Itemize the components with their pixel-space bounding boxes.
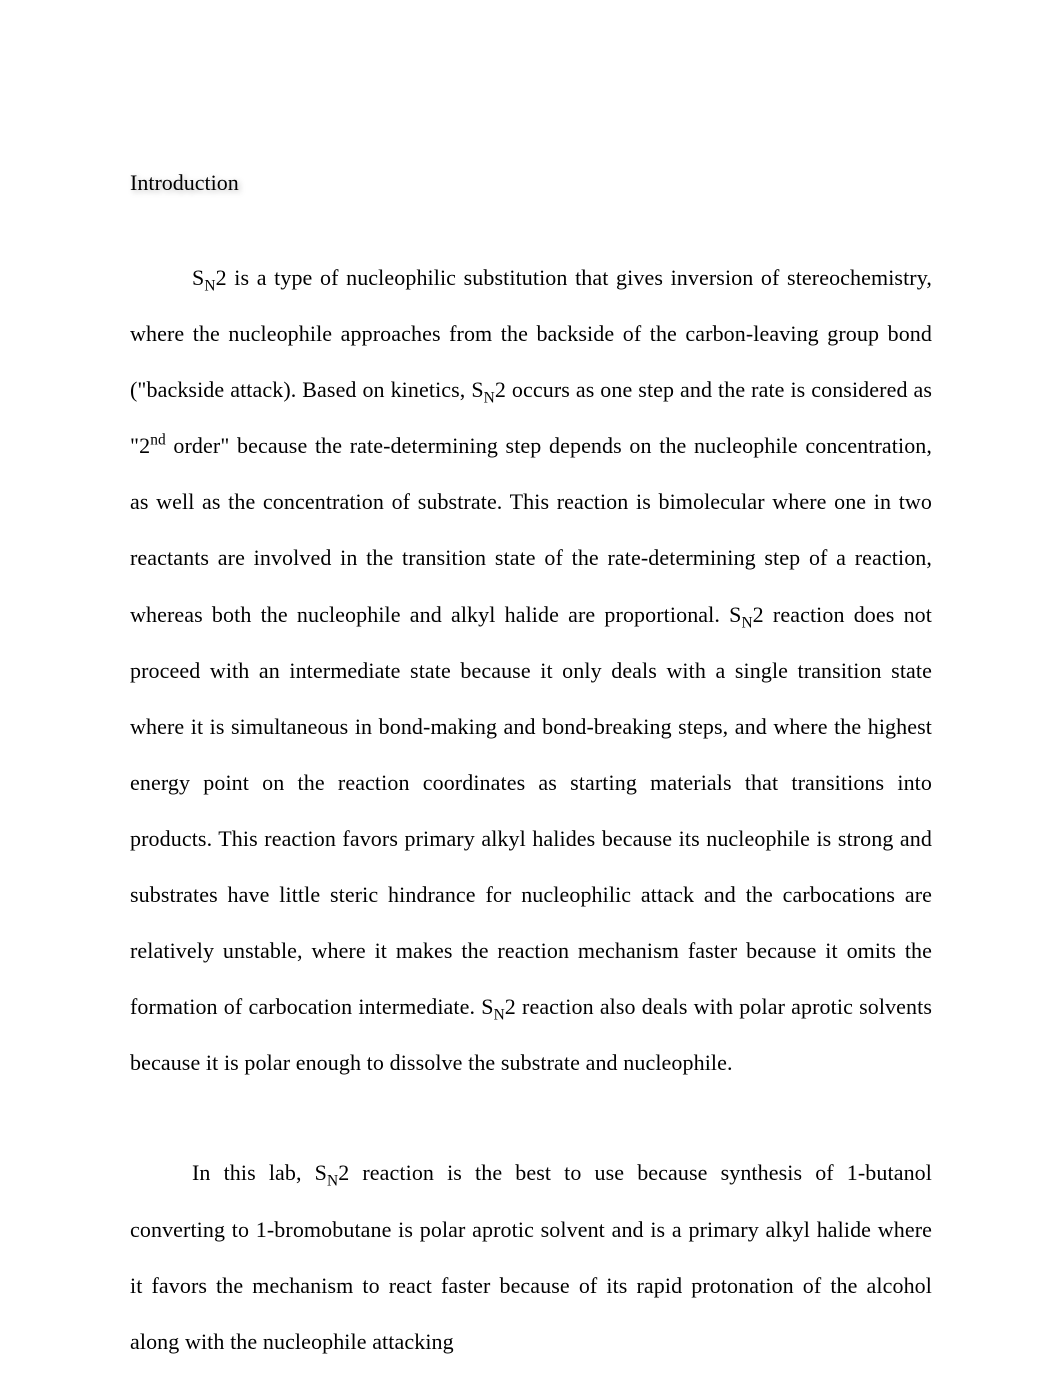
superscript: nd — [150, 432, 166, 449]
document-page: Introduction Introduction SN2 is a type … — [0, 0, 1062, 1376]
subscript: N — [204, 277, 215, 294]
body-text: S — [192, 265, 204, 290]
subscript: N — [484, 390, 495, 407]
body-text: In this lab, S — [192, 1160, 327, 1185]
subscript: N — [494, 1007, 505, 1024]
body-text: 2 reaction is the best to use because sy… — [130, 1160, 932, 1353]
paragraph-1: SN2 is a type of nucleophilic substituti… — [130, 250, 932, 1091]
section-heading-wrap: Introduction Introduction — [130, 170, 932, 196]
body-text: order" because the rate-determining step… — [130, 433, 932, 626]
paragraph-2: In this lab, SN2 reaction is the best to… — [130, 1145, 932, 1369]
body-text: 2 reaction does not proceed with an inte… — [130, 602, 932, 1020]
subscript: N — [741, 614, 752, 631]
subscript: N — [327, 1173, 338, 1190]
section-heading: Introduction — [130, 170, 239, 195]
